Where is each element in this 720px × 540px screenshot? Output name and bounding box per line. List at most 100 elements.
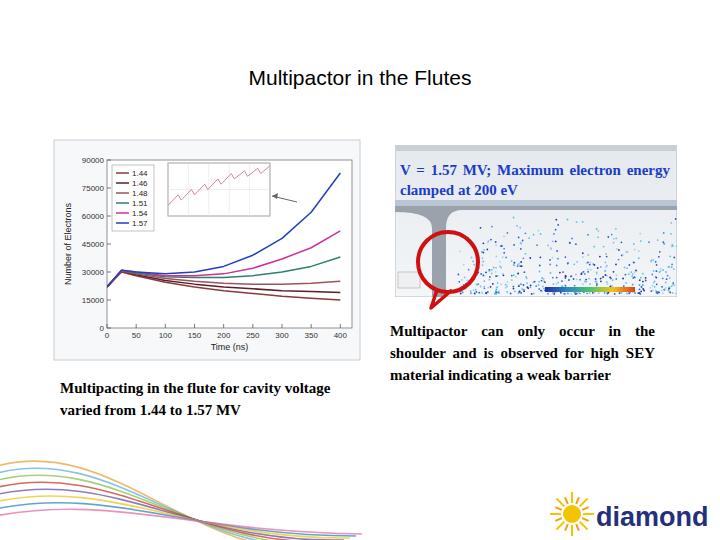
sim-electron	[652, 285, 654, 287]
sim-electron	[661, 286, 663, 288]
sim-electron	[587, 269, 589, 271]
sim-electron	[593, 246, 595, 248]
sim-electron	[655, 277, 657, 279]
sim-electron	[496, 287, 498, 289]
sim-electron	[625, 274, 627, 276]
x-tick	[311, 324, 312, 328]
sim-electron	[655, 276, 657, 278]
sim-electron	[460, 293, 462, 295]
sim-electron	[490, 286, 492, 288]
sim-electron	[530, 286, 532, 288]
sim-electron	[656, 283, 658, 285]
legend-label: 1.54	[132, 209, 148, 218]
sim-electron	[467, 280, 469, 282]
sim-electron	[565, 277, 567, 279]
sim-electron	[540, 290, 542, 292]
sim-electron	[605, 253, 607, 255]
y-tick	[107, 216, 111, 217]
grid-line	[249, 163, 250, 216]
sim-electron	[624, 267, 626, 269]
sim-electron	[579, 292, 581, 294]
legend-key	[116, 172, 129, 174]
x-tick-label: 0	[105, 331, 110, 340]
x-tick	[136, 324, 137, 328]
sim-electron	[665, 282, 667, 284]
sim-electron	[657, 239, 659, 241]
sim-electron	[671, 264, 673, 266]
y-tick	[107, 272, 111, 273]
sim-electron	[596, 281, 598, 283]
sim-electron	[515, 276, 517, 278]
x-tick	[165, 324, 166, 328]
sim-electron	[605, 270, 607, 272]
sim-electron	[556, 283, 558, 285]
sim-electron	[517, 273, 519, 275]
sim-electron	[597, 267, 599, 269]
x-tick	[107, 324, 108, 328]
sim-electron	[561, 285, 563, 287]
sim-electron	[662, 278, 664, 280]
sim-electron	[673, 257, 675, 259]
sim-colorbar	[545, 287, 635, 292]
sim-electron	[654, 286, 656, 288]
sim-electron	[520, 265, 522, 267]
logo-ray	[571, 492, 573, 503]
sim-electron	[616, 274, 618, 276]
sim-electron	[632, 277, 634, 279]
sim-electron	[568, 279, 570, 281]
sim-electron	[585, 279, 587, 281]
sim-electron	[656, 264, 658, 266]
sim-electron	[523, 257, 525, 259]
logo-ray	[555, 518, 561, 521]
sim-electron	[645, 277, 647, 279]
sim-electron	[511, 275, 513, 277]
logo-ray	[550, 513, 561, 515]
plot-frame	[107, 160, 352, 328]
legend-label: 1.44	[132, 169, 148, 178]
sim-electron	[543, 288, 545, 290]
sim-electron	[459, 250, 461, 252]
sim-electron	[544, 281, 546, 283]
sim-electron	[656, 270, 658, 272]
sim-electron	[582, 221, 584, 223]
sim-electron	[514, 262, 516, 264]
sim-electron	[576, 261, 578, 263]
sim-electron	[470, 290, 472, 292]
sim-electron	[557, 224, 559, 226]
sim-electron	[583, 271, 585, 273]
sim-electron	[486, 249, 488, 251]
sim-electron	[632, 284, 634, 286]
sim-electron	[628, 273, 630, 275]
logo-ray	[580, 498, 588, 506]
sim-electron	[596, 285, 598, 287]
x-tick	[252, 324, 253, 328]
sim-electron	[597, 230, 599, 232]
logo-sun	[563, 505, 581, 523]
logo-ray	[576, 497, 579, 503]
sim-electron	[565, 275, 567, 277]
image-label: V = 1.57 MV; Maximum electron energy cla…	[400, 160, 670, 200]
sim-electron	[517, 272, 519, 274]
sim-electron	[475, 289, 477, 291]
sim-electron	[536, 244, 538, 246]
sim-electron	[565, 256, 567, 258]
sim-electron	[589, 283, 591, 285]
sim-electron	[664, 289, 666, 291]
sim-electron	[608, 292, 610, 294]
sim-electron	[674, 285, 676, 287]
legend-key	[116, 222, 129, 224]
sim-electron	[476, 291, 478, 293]
sim-electron	[538, 230, 540, 232]
sim-electron	[483, 275, 485, 277]
sim-electron	[520, 242, 522, 244]
sim-electron	[561, 280, 563, 282]
sim-electron	[665, 287, 667, 289]
sim-electron	[521, 243, 523, 245]
sim-electron	[582, 256, 584, 258]
sim-electron	[527, 286, 529, 288]
sim-electron	[539, 271, 541, 273]
highlight-tail	[431, 290, 452, 308]
sim-electron	[472, 261, 474, 263]
sim-electron	[547, 293, 549, 295]
sim-electron	[464, 277, 466, 279]
